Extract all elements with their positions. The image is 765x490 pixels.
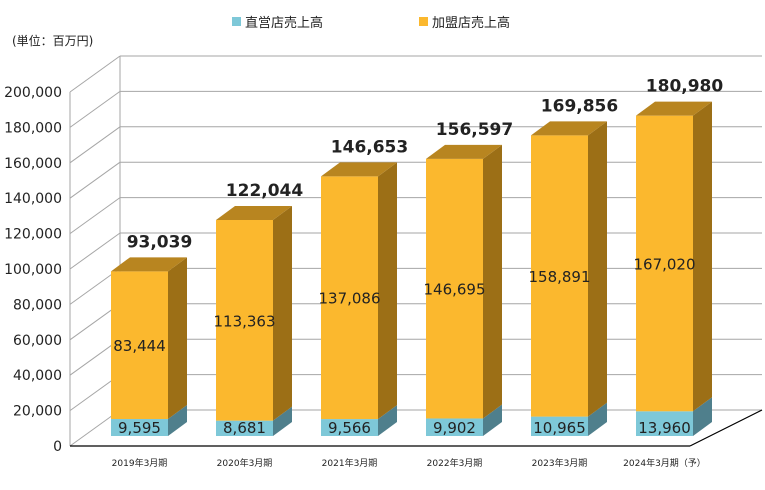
bar-franchise: [426, 158, 483, 419]
x-tick-label: 2024年3月期（予）: [623, 457, 706, 469]
data-label-total: 93,039: [127, 232, 193, 252]
legend-label-direct: 直営店売上高: [245, 16, 324, 31]
bar-direct: [531, 416, 588, 436]
data-label-total: 146,653: [331, 137, 408, 157]
bar-franchise: [321, 176, 378, 420]
legend-item-franchise: 加盟店売上高: [419, 12, 510, 31]
data-label-total: 180,980: [646, 77, 724, 97]
data-label-total: 156,597: [436, 120, 513, 140]
data-label-franchise: 167,020: [633, 255, 695, 273]
bar-direct: [426, 418, 483, 436]
bar-direct-side: [378, 405, 397, 436]
data-label-franchise: 113,363: [213, 312, 275, 330]
floor-right-edge: [689, 409, 763, 447]
bar-franchise-side: [168, 257, 187, 420]
y-tick-label: 160,000: [4, 156, 62, 172]
bar-top: [636, 101, 712, 116]
bar-direct-side: [168, 405, 187, 436]
bar-franchise-side: [693, 101, 712, 412]
bar-direct-side: [693, 397, 712, 436]
data-label-total: 169,856: [541, 96, 618, 116]
grid-diagonal: [69, 197, 121, 235]
data-label-franchise: 146,695: [423, 281, 485, 299]
bar-franchise-side: [273, 205, 292, 421]
y-tick-label: 200,000: [4, 85, 62, 101]
data-label-total: 122,044: [226, 181, 304, 201]
bar-franchise: [531, 135, 588, 417]
bar-top: [426, 144, 502, 159]
data-label-direct: 9,566: [328, 419, 371, 437]
legend-swatch-franchise: [419, 17, 428, 26]
y-tick-label: 0: [53, 439, 62, 455]
data-label-direct: 10,965: [533, 419, 586, 437]
x-tick-label: 2021年3月期: [322, 457, 378, 469]
unit-label: (単位：百万円): [12, 34, 94, 48]
data-label-franchise: 83,444: [113, 337, 166, 355]
grid-diagonal: [69, 55, 121, 93]
grid-diagonal: [69, 126, 121, 164]
legend: 直営店売上高 加盟店売上高: [0, 10, 765, 32]
y-tick-label: 40,000: [13, 368, 62, 384]
legend-label-franchise: 加盟店売上高: [432, 16, 511, 31]
grid-diagonal: [69, 232, 121, 270]
x-tick-label: 2020年3月期: [217, 457, 273, 469]
grid-diagonal: [69, 90, 121, 128]
data-label-franchise: 158,891: [528, 268, 590, 286]
bar-franchise-side: [588, 121, 607, 417]
bar-franchise: [111, 271, 168, 420]
data-label-franchise: 137,086: [318, 290, 380, 308]
bar-direct-side: [483, 404, 502, 436]
y-tick-label: 20,000: [13, 404, 62, 420]
y-tick-label: 60,000: [13, 333, 62, 349]
bar-direct-side: [273, 406, 292, 436]
bar-direct: [636, 411, 693, 436]
bar-franchise: [216, 219, 273, 421]
x-tick-label: 2022年3月期: [427, 457, 483, 469]
data-label-direct: 13,960: [638, 419, 691, 437]
data-label-direct: 8,681: [223, 419, 266, 437]
bar-direct: [111, 419, 168, 436]
bar-franchise-side: [483, 144, 502, 419]
bar-top: [531, 121, 607, 136]
data-label-direct: 9,902: [433, 419, 476, 437]
data-label-direct: 9,595: [118, 419, 161, 437]
y-tick-label: 140,000: [4, 191, 62, 207]
bar-franchise-side: [378, 162, 397, 420]
bar-top: [321, 162, 397, 177]
legend-item-direct: 直営店売上高: [232, 12, 323, 31]
bar-direct-side: [588, 402, 607, 436]
bar-direct: [321, 419, 378, 436]
bar-top: [216, 205, 292, 220]
x-tick-label: 2023年3月期: [532, 457, 588, 469]
x-tick-label: 2019年3月期: [112, 457, 168, 469]
bar-top: [111, 257, 187, 272]
legend-swatch-direct: [232, 17, 241, 26]
y-tick-label: 180,000: [4, 120, 62, 136]
bar-franchise: [636, 115, 693, 412]
y-tick-label: 100,000: [4, 262, 62, 278]
bar-direct: [216, 420, 273, 436]
grid-diagonal: [69, 161, 121, 199]
y-tick-label: 120,000: [4, 227, 62, 243]
y-tick-label: 80,000: [13, 297, 62, 313]
